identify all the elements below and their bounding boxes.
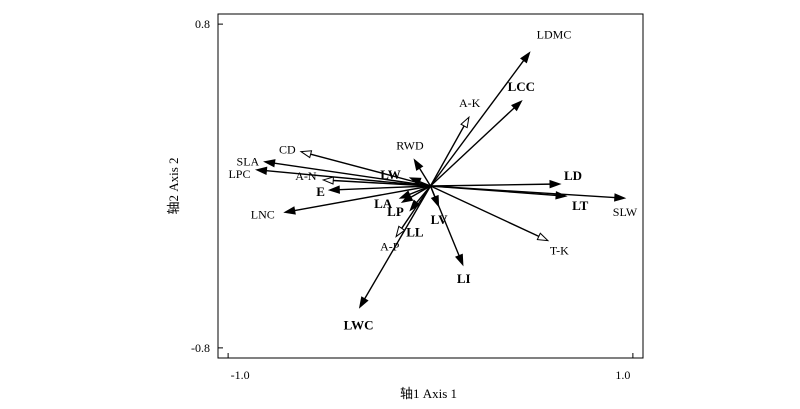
vector-label: LT — [572, 198, 588, 213]
vector-slw: SLW — [430, 185, 638, 219]
vector-label: LNC — [251, 207, 275, 221]
arrow-head — [511, 99, 523, 112]
vector-la: LA — [374, 185, 431, 211]
vector-label: SLA — [237, 155, 260, 169]
vector-line — [430, 185, 540, 238]
arrow-head — [299, 150, 313, 159]
vector-line — [429, 185, 436, 198]
vector-lnc: LNC — [251, 185, 431, 221]
arrow-head — [263, 159, 276, 168]
vector-lcc: LCC — [430, 79, 535, 187]
arrow-head — [614, 193, 627, 202]
arrow-head — [555, 191, 568, 200]
arrow-head — [430, 194, 440, 208]
vector-label: SLW — [613, 205, 638, 219]
vector-a-n: A-N — [295, 169, 431, 187]
x-tick-label: 1.0 — [615, 368, 630, 382]
arrow-head — [327, 185, 340, 194]
vector-cd: CD — [279, 143, 431, 187]
vector-ld: LD — [430, 168, 582, 189]
vector-line — [430, 107, 515, 187]
vector-label: A-N — [295, 169, 317, 183]
vector-label: LL — [406, 224, 424, 239]
arrow-head — [409, 199, 421, 212]
vector-line — [266, 170, 431, 187]
vector-ldmc: LDMC — [429, 27, 572, 187]
arrow-head — [398, 190, 412, 199]
vector-label: E — [316, 184, 325, 199]
arrow-head — [536, 232, 550, 242]
vector-line — [430, 185, 615, 199]
vector-sla: SLA — [237, 155, 431, 187]
vector-line — [339, 185, 431, 191]
vector-line — [409, 185, 431, 196]
vector-line — [294, 185, 431, 212]
x-tick-label: -1.0 — [231, 368, 250, 382]
vector-line — [333, 179, 431, 187]
y-axis-title: 轴2 Axis 2 — [166, 157, 181, 214]
plot-border — [217, 13, 644, 359]
vector-label: LA — [374, 196, 393, 211]
vector-t-k: T-K — [430, 185, 569, 258]
vector-line — [429, 60, 525, 187]
vector-label: LD — [564, 168, 582, 183]
vector-label: T-K — [550, 244, 569, 258]
vector-line — [429, 125, 465, 187]
y-tick-label: -0.8 — [191, 341, 210, 355]
vector-label: CD — [279, 143, 296, 157]
vector-line — [418, 167, 432, 187]
vector-label: LI — [457, 271, 471, 286]
plot-frame — [217, 13, 644, 359]
arrow-head — [254, 166, 268, 175]
vector-lt: LT — [430, 185, 589, 213]
vector-lpc: LPC — [228, 166, 431, 187]
y-tick-label: 0.8 — [195, 17, 210, 31]
vector-label: LCC — [508, 79, 535, 94]
vector-label: LP — [387, 204, 404, 219]
arrow-head — [460, 115, 470, 129]
vector-label: LW — [380, 167, 400, 182]
arrow-head — [455, 253, 464, 267]
vector-line — [310, 153, 431, 187]
arrow-head — [283, 206, 296, 215]
vector-e: E — [316, 184, 431, 199]
vector-label: A-K — [459, 96, 481, 110]
arrow-head — [520, 51, 531, 64]
vector-label: LV — [431, 212, 448, 227]
vector-label: LDMC — [537, 27, 572, 41]
vector-line — [430, 183, 551, 187]
arrow-head — [413, 158, 424, 171]
vector-a-k: A-K — [429, 96, 481, 187]
arrow-head — [549, 179, 562, 189]
arrow-head — [321, 176, 334, 185]
x-axis-title: 轴1 Axis 1 — [400, 386, 457, 401]
vector-label: LPC — [228, 167, 250, 181]
vector-lv: LV — [429, 185, 448, 227]
vector-label: LWC — [344, 317, 374, 332]
vector-line — [364, 185, 432, 300]
vector-lwc: LWC — [344, 185, 432, 332]
vector-lp: LP — [387, 185, 431, 219]
arrow-head — [358, 296, 369, 309]
vector-rwd: RWD — [396, 139, 432, 187]
arrow-head — [395, 225, 406, 238]
vector-label: A-P — [380, 240, 400, 254]
vector-line — [274, 162, 431, 187]
axis-ticks: -1.0 1.0 0.8 -0.8 — [191, 17, 634, 382]
vector-label: RWD — [396, 139, 424, 153]
